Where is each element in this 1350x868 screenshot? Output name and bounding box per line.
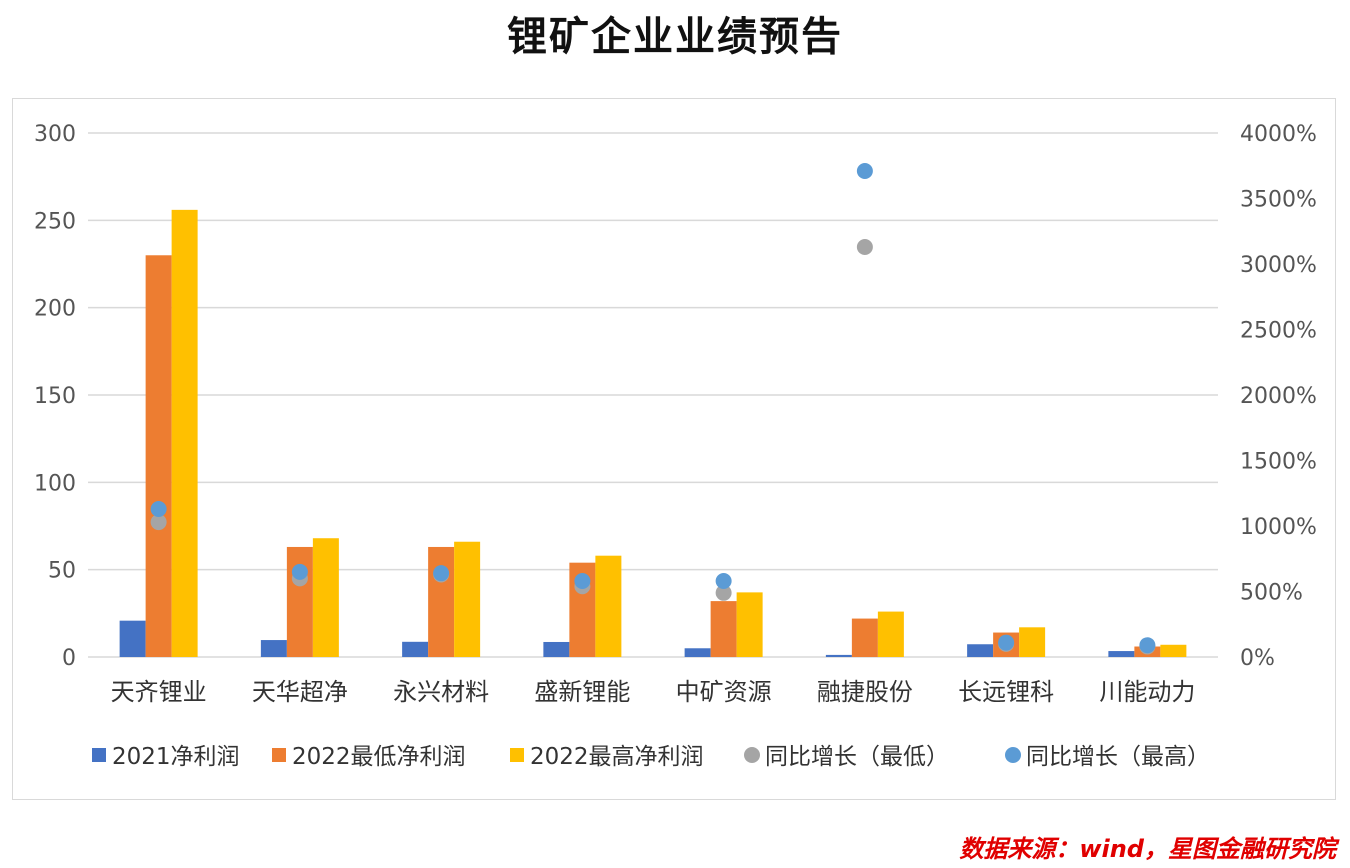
y-left-tick-label: 100: [34, 471, 76, 496]
category-label: 中矿资源: [676, 678, 772, 706]
dot-layer: [150, 162, 1156, 655]
y-left-tick-label: 0: [62, 646, 76, 671]
y-left-tick-label: 300: [34, 122, 76, 147]
grid-layer: [88, 132, 1218, 658]
category-label: 永兴材料: [393, 678, 489, 706]
plot-frame: [12, 98, 1336, 800]
legend-label: 2021净利润: [112, 744, 240, 770]
chart-title: 锂矿企业业绩预告: [507, 14, 843, 60]
y-right-tick-label: 500%: [1240, 581, 1303, 606]
category-label: 天华超净: [252, 678, 348, 706]
dot-同比增长（最低）: [150, 514, 167, 531]
axis-layer: 0501001502002503000%500%1000%1500%2000%2…: [34, 122, 1317, 706]
y-right-tick-label: 2000%: [1240, 384, 1317, 409]
source-note: 数据来源：wind，星图金融研究院: [959, 835, 1336, 863]
bar-2021净利润: [684, 648, 711, 657]
y-left-tick-label: 200: [34, 297, 76, 322]
legend-marker: [272, 748, 286, 762]
legend-label: 同比增长（最低）: [765, 744, 949, 770]
y-right-tick-label: 4000%: [1240, 122, 1317, 147]
bar-2022最高净利润: [595, 555, 622, 657]
bar-2022最低净利润: [851, 618, 878, 657]
category-label: 盛新锂能: [534, 678, 630, 706]
dot-同比增长（最高）: [856, 162, 873, 179]
legend-marker: [1005, 747, 1021, 763]
bar-2021净利润: [825, 654, 852, 657]
category-label: 融捷股份: [817, 678, 913, 706]
bar-2021净利润: [119, 620, 146, 657]
y-right-tick-label: 3000%: [1240, 253, 1317, 278]
bar-2022最低净利润: [286, 546, 313, 657]
bar-2022最低净利润: [710, 601, 737, 657]
y-right-tick-label: 1000%: [1240, 515, 1317, 540]
bar-2021净利润: [543, 641, 570, 657]
category-label: 川能动力: [1099, 678, 1195, 706]
y-left-tick-label: 150: [34, 384, 76, 409]
dot-同比增长（最高）: [715, 573, 732, 590]
bar-2022最高净利润: [1160, 644, 1187, 657]
y-right-tick-label: 1500%: [1240, 450, 1317, 475]
legend-marker: [510, 748, 524, 762]
bar-layer: [119, 209, 1187, 657]
bar-2021净利润: [1108, 651, 1135, 657]
legend-layer: 2021净利润 2022最低净利润 2022最高净利润 同比增长（最低） 同比增长（最高…: [92, 744, 1210, 770]
bar-2022最高净利润: [736, 592, 763, 657]
bar-2021净利润: [260, 640, 287, 657]
dot-同比增长（最高）: [291, 563, 308, 580]
bar-2021净利润: [402, 641, 429, 657]
dot-同比增长（最高）: [1139, 637, 1156, 654]
y-right-tick-label: 2500%: [1240, 319, 1317, 344]
legend-marker: [744, 747, 760, 763]
legend-marker: [92, 748, 106, 762]
bar-2022最高净利润: [171, 209, 198, 657]
legend-label: 2022最低净利润: [292, 744, 466, 770]
legend-label: 2022最高净利润: [530, 744, 704, 770]
y-left-tick-label: 50: [48, 559, 76, 584]
dot-同比增长（最高）: [998, 634, 1015, 651]
bar-2022最低净利润: [428, 546, 455, 657]
dot-同比增长（最低）: [856, 238, 873, 255]
dot-同比增长（最高）: [150, 500, 167, 517]
y-right-tick-label: 0%: [1240, 646, 1275, 671]
bar-2021净利润: [967, 644, 994, 657]
bar-2022最高净利润: [454, 541, 481, 657]
category-label: 天齐锂业: [111, 678, 207, 706]
bar-2022最高净利润: [877, 611, 904, 657]
legend-label: 同比增长（最高）: [1026, 744, 1210, 770]
bar-2022最低净利润: [145, 255, 172, 657]
dot-同比增长（最低）: [715, 584, 732, 601]
dot-同比增长（最高）: [574, 573, 591, 590]
bar-2022最高净利润: [1019, 627, 1046, 657]
y-left-tick-label: 250: [34, 209, 76, 234]
category-label: 长远锂科: [958, 678, 1054, 706]
bar-2022最高净利润: [312, 538, 339, 657]
dot-同比增长（最高）: [433, 565, 450, 582]
y-right-tick-label: 3500%: [1240, 188, 1317, 213]
